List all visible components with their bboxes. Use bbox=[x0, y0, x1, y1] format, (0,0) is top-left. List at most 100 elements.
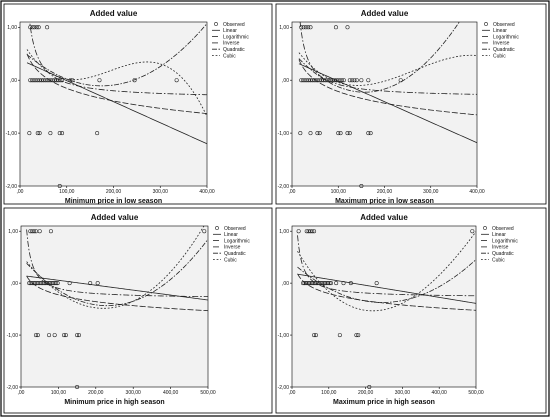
observed-point bbox=[33, 333, 38, 338]
observed-point bbox=[51, 281, 56, 286]
x-tick-label: 500,00 bbox=[200, 390, 216, 396]
observed-point bbox=[54, 78, 59, 83]
observed-point bbox=[68, 78, 73, 83]
y-tick-label: -2,00 bbox=[7, 385, 19, 391]
observed-point bbox=[30, 78, 35, 83]
observed-point bbox=[309, 281, 314, 286]
observed-point bbox=[345, 25, 350, 30]
observed-point bbox=[202, 229, 207, 234]
observed-point bbox=[43, 78, 48, 83]
observed-points bbox=[296, 229, 475, 389]
observed-point bbox=[334, 78, 339, 83]
observed-point bbox=[314, 78, 319, 83]
legend-label: Logarithmic bbox=[223, 34, 249, 40]
fit-line-cubic bbox=[297, 231, 476, 312]
observed-point bbox=[314, 281, 319, 286]
x-axis-label: Minimum price in low season bbox=[65, 198, 162, 205]
observed-point bbox=[48, 229, 53, 234]
y-tick-label: 1,00 bbox=[7, 25, 17, 31]
observed-point bbox=[45, 78, 50, 83]
observed-point bbox=[41, 78, 46, 83]
observed-point bbox=[312, 281, 317, 286]
observed-point bbox=[52, 281, 57, 286]
fit-line-logarithmic bbox=[26, 275, 208, 312]
observed-point bbox=[48, 281, 53, 286]
observed-point bbox=[30, 25, 35, 30]
observed-point bbox=[306, 25, 311, 30]
observed-point bbox=[33, 281, 38, 286]
observed-point bbox=[63, 333, 68, 338]
observed-point bbox=[95, 131, 100, 136]
legend-label: Quadratic bbox=[223, 47, 245, 53]
legend-label: Cubic bbox=[224, 257, 237, 263]
y-tick-label: ,00 bbox=[282, 78, 289, 84]
observed-point bbox=[313, 333, 318, 338]
x-tick-label: 500,00 bbox=[468, 390, 484, 396]
observed-point bbox=[339, 78, 344, 83]
panel-border bbox=[275, 207, 547, 414]
x-tick-label: 100,00 bbox=[59, 189, 75, 195]
x-tick-label: 100,00 bbox=[331, 189, 347, 195]
observed-point bbox=[368, 131, 373, 136]
observed-point bbox=[55, 281, 60, 286]
observed-point bbox=[296, 229, 301, 234]
observed-point bbox=[308, 25, 313, 30]
observed-point bbox=[315, 281, 320, 286]
observed-point bbox=[47, 333, 52, 338]
legend-label: Observed bbox=[224, 226, 246, 232]
legend-label: Linear bbox=[223, 28, 237, 34]
observed-point bbox=[30, 281, 35, 286]
observed-point bbox=[35, 78, 40, 83]
observed-point bbox=[36, 25, 41, 30]
y-tick-label: -2,00 bbox=[278, 184, 290, 190]
y-tick-label: ,00 bbox=[10, 78, 17, 84]
observed-point bbox=[341, 281, 346, 286]
observed-points bbox=[298, 25, 403, 189]
observed-point bbox=[97, 78, 102, 83]
observed-point bbox=[27, 131, 32, 136]
observed-point bbox=[347, 78, 352, 83]
chart-title: Added value bbox=[361, 9, 409, 18]
x-tick-label: 200,00 bbox=[88, 390, 104, 396]
legend-label: Inverse bbox=[493, 41, 510, 47]
chart-title: Added value bbox=[91, 213, 139, 222]
legend-marker-observed bbox=[215, 226, 219, 230]
observed-point bbox=[333, 25, 338, 30]
observed-point bbox=[37, 131, 42, 136]
fit-line-linear bbox=[297, 273, 476, 304]
x-tick-label: 400,00 bbox=[469, 189, 485, 195]
observed-point bbox=[35, 333, 40, 338]
observed-point bbox=[311, 281, 316, 286]
observed-point bbox=[70, 78, 75, 83]
observed-point bbox=[57, 184, 62, 189]
legend: ObservedLinearLogarithmicInverseQuadrati… bbox=[481, 226, 518, 263]
x-tick-label: ,00 bbox=[18, 390, 25, 396]
legend: ObservedLinearLogarithmicInverseQuadrati… bbox=[212, 22, 249, 59]
observed-point bbox=[323, 78, 328, 83]
observed-point bbox=[299, 78, 304, 83]
observed-point bbox=[32, 25, 37, 30]
observed-point bbox=[336, 131, 341, 136]
observed-point bbox=[48, 131, 53, 136]
y-tick-label: -1,00 bbox=[6, 131, 18, 137]
y-tick-label: 1,00 bbox=[279, 25, 289, 31]
fit-line-quadratic bbox=[297, 259, 476, 303]
observed-point bbox=[321, 281, 326, 286]
plot-area bbox=[291, 225, 477, 388]
x-tick-label: ,00 bbox=[289, 390, 296, 396]
observed-point bbox=[354, 78, 359, 83]
legend-label: Logarithmic bbox=[493, 34, 519, 40]
observed-point bbox=[341, 78, 346, 83]
observed-point bbox=[46, 78, 51, 83]
observed-point bbox=[28, 78, 33, 83]
y-tick-label: ,00 bbox=[11, 281, 18, 287]
observed-point bbox=[43, 281, 48, 286]
x-tick-label: 400,00 bbox=[432, 390, 448, 396]
observed-point bbox=[58, 78, 63, 83]
legend-label: Linear bbox=[492, 232, 506, 238]
x-tick-label: 300,00 bbox=[395, 390, 411, 396]
observed-point bbox=[42, 281, 47, 286]
fit-line-logarithmic bbox=[297, 273, 476, 311]
